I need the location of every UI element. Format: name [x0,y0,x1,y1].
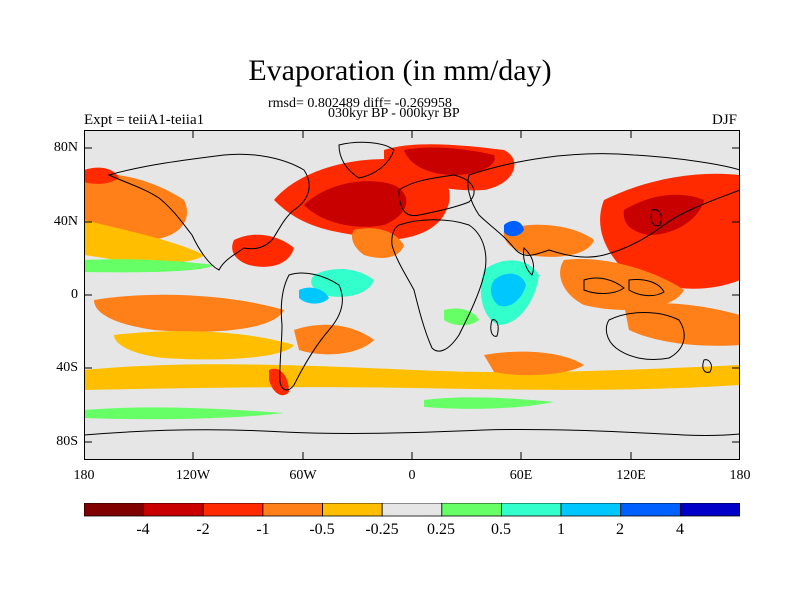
ne-atlantic-anomaly [352,228,404,258]
evaporation-field [84,144,740,420]
y-axis-ticks [84,147,740,443]
y-tick-label-80s: 80S [56,434,78,449]
colorbar-swatch [84,503,145,517]
colorbar-label-2: 2 [616,521,624,538]
colorbar-swatch [262,503,323,517]
patagonia-anomaly [269,368,289,396]
colorbar-swatch [202,503,264,517]
kuroshio-core [623,194,704,235]
x-tick-label-60e: 60E [509,468,533,483]
y-tick-label-80n: 80N [53,140,78,155]
colorbar-label-1: 1 [557,521,565,538]
tropical-pacific-green [84,259,214,273]
arabian-positive [504,220,524,237]
colorbar-label-0-5: 0.5 [491,521,511,538]
x-tick-label-0: 0 [408,468,416,483]
amazon-outflow-positive [299,287,329,304]
x-tick-label-180e: 180 [729,468,751,483]
colorbar [84,503,740,517]
ne-pacific-anomaly [84,173,188,240]
tropical-atlantic-positive [311,268,374,297]
barents-core [404,147,495,175]
colorbar-label-neg0-25: -0.25 [365,521,399,538]
colorbar-label-neg1: -1 [256,521,270,538]
coastlines [84,141,740,436]
y-tick-label-0: 0 [71,287,78,302]
ne-pacific-yellow [84,220,204,263]
colorbar-swatch [501,503,562,517]
southern-ocean-band [84,364,740,390]
colorbar-label-neg2: -2 [196,521,210,538]
colorbar-swatch [620,503,681,517]
colorbar-label-0-25: 0.25 [427,521,455,538]
map-plot [84,130,740,460]
south-indian-green [424,397,554,409]
tropical-pacific-anomaly [94,294,284,332]
colorbar-label-neg4: -4 [136,521,150,538]
south-asia-anomaly [503,224,594,257]
colorbar-swatch [381,503,443,517]
north-atlantic-core [304,181,407,227]
southern-ocean-green [84,407,284,420]
colorbar-swatch [679,503,740,517]
y-tick-label-40s: 40S [56,360,78,375]
experiment-label: Expt = teiiA1-teiia1 [84,112,205,128]
x-tick-label-60w: 60W [289,468,317,483]
colorbar-swatch [143,503,204,517]
period-subtitle: 030kyr BP - 000kyr BP [328,106,460,121]
south-indian-anomaly [484,351,584,376]
alaska-anomaly [84,167,119,184]
colorbar-swatch [560,503,622,517]
chart-title: Evaporation (in mm/day) [248,54,552,87]
x-tick-label-120w: 120W [175,468,211,483]
x-tick-label-120e: 120E [616,468,646,483]
statistics-subtitle: rmsd= 0.802489 diff= -0.269958 [268,96,452,111]
colorbar-label-neg0-5: -0.5 [309,521,335,538]
x-tick-label-180w: 180 [73,468,95,483]
west-pacific-orange [560,259,684,310]
gulf-mexico-anomaly [232,234,294,267]
south-pacific-yellow [114,331,294,360]
season-label: DJF [712,112,738,128]
west-indian-core [490,273,526,307]
x-axis-ticks [192,130,632,460]
colorbar-swatch [322,503,383,517]
y-tick-label-40n: 40N [53,214,78,229]
colorbar-label-4: 4 [676,521,684,538]
south-atlantic-anomaly [294,324,374,355]
colorbar-swatch [441,503,502,517]
